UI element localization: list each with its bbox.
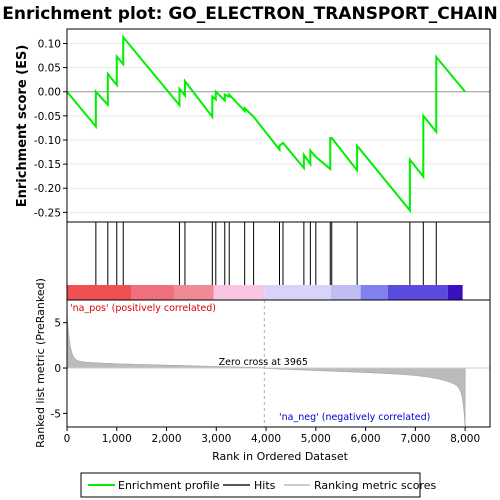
rank-ytick-label: -5 xyxy=(51,408,61,420)
color-bar-segment xyxy=(387,285,448,300)
color-bar-segment xyxy=(173,285,214,300)
legend-frame xyxy=(80,472,421,498)
color-bar-segment xyxy=(213,285,265,300)
enrichment-profile-path xyxy=(66,34,466,214)
color-bar-segment xyxy=(360,285,388,300)
rank-xtick-label: 6,000 xyxy=(351,433,381,445)
rank-panel-frame xyxy=(66,299,491,428)
es-ytick-label: -0.15 xyxy=(34,159,61,171)
rank-y-axis-ticks: 5 0 -5 xyxy=(51,318,67,420)
color-bar-segment xyxy=(264,285,331,300)
ranked-metric-fill xyxy=(66,311,466,428)
rank-xtick-label: 4,000 xyxy=(251,433,281,445)
rank-xtick-label: 1,000 xyxy=(102,433,132,445)
enrichment-profile-line xyxy=(66,34,466,214)
rank-x-axis-label: Rank in Ordered Dataset xyxy=(212,450,349,463)
legend-label-hits: Hits xyxy=(254,479,276,492)
hit-lines xyxy=(95,222,437,285)
hits-panel xyxy=(66,221,491,301)
es-ytick-label: 0.10 xyxy=(38,38,61,50)
rank-x-axis-ticks: 0 1,000 2,000 3,000 4,000 5,000 6,000 7,000 8,00… xyxy=(64,427,480,445)
chart-title: Enrichment plot: GO_ELECTRON_TRANSPORT_C… xyxy=(2,4,497,24)
rank-y-axis-label: Ranked list metric (PreRanked) xyxy=(34,278,47,448)
ranked-metric-panel: Zero cross at 3965 'na_pos' (positively … xyxy=(34,278,491,463)
ranking-color-bar xyxy=(67,285,463,300)
es-ytick-label: -0.05 xyxy=(34,111,61,123)
legend-label-enrichment-profile: Enrichment profile xyxy=(118,479,220,492)
es-ytick-label: -0.10 xyxy=(34,135,61,147)
color-bar-segment xyxy=(67,285,132,300)
es-y-axis-label: Enrichment score (ES) xyxy=(15,45,30,208)
rank-xtick-label: 0 xyxy=(64,433,71,445)
negative-correlation-label: 'na_neg' (negatively correlated) xyxy=(279,412,430,423)
color-bar-segment xyxy=(330,285,361,300)
legend-label-ranking-metric: Ranking metric scores xyxy=(314,479,436,492)
rank-ytick-label: 0 xyxy=(54,363,61,375)
rank-xtick-label: 5,000 xyxy=(301,433,331,445)
es-y-axis-ticks: 0.10 0.05 0.00 -0.05 -0.10 -0.15 -0.20 -0.25 xyxy=(34,38,67,219)
es-ytick-label: -0.20 xyxy=(34,183,61,195)
legend: Enrichment profile Hits Ranking metric s… xyxy=(80,472,436,498)
es-ytick-label: 0.05 xyxy=(38,63,61,75)
rank-ytick-label: 5 xyxy=(54,318,61,330)
positive-correlation-label: 'na_pos' (positively correlated) xyxy=(70,303,216,314)
rank-xtick-label: 2,000 xyxy=(151,433,181,445)
ranked-metric-area xyxy=(66,311,466,428)
rank-xtick-label: 8,000 xyxy=(450,433,480,445)
es-ytick-label: 0.00 xyxy=(38,87,61,99)
zero-cross-label: Zero cross at 3965 xyxy=(219,357,308,368)
color-bar-segment xyxy=(131,285,174,300)
es-ytick-label: -0.25 xyxy=(34,207,61,219)
rank-xtick-label: 7,000 xyxy=(400,433,430,445)
color-bar-segment xyxy=(447,285,463,300)
rank-xtick-label: 3,000 xyxy=(201,433,231,445)
